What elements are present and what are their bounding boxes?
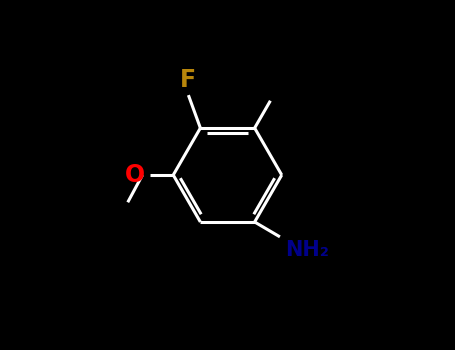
- Text: NH₂: NH₂: [285, 240, 329, 260]
- Text: F: F: [180, 68, 197, 92]
- Text: O: O: [125, 163, 145, 187]
